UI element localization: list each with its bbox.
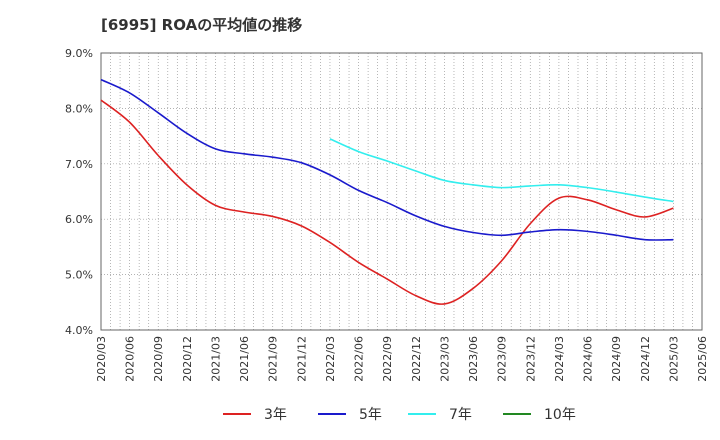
x-tick-label: 2020/06: [124, 336, 137, 382]
y-tick-label: 5.0%: [65, 269, 93, 282]
x-tick-label: 2023/09: [496, 336, 509, 382]
series-line-0: [100, 99, 674, 305]
x-tick-label: 2021/09: [267, 336, 280, 382]
y-tick-label: 8.0%: [65, 102, 93, 115]
x-tick-label: 2020/09: [152, 336, 165, 382]
plot-frame: [100, 52, 703, 331]
x-tick-label: 2021/03: [209, 336, 222, 382]
x-tick-label: 2025/06: [696, 336, 709, 382]
legend-label-0: 3年: [264, 407, 287, 423]
legend-label-2: 7年: [449, 407, 472, 423]
x-tick-label: 2020/03: [95, 336, 108, 382]
x-tick-label: 2023/12: [524, 336, 537, 382]
y-tick-label: 7.0%: [65, 158, 93, 171]
x-tick-label: 2021/12: [295, 336, 308, 382]
series-line-1: [100, 78, 674, 241]
y-tick-label: 9.0%: [65, 47, 93, 60]
x-tick-label: 2024/06: [582, 336, 595, 382]
chart-title: [6995] ROAの平均値の推移: [101, 16, 303, 34]
x-tick-label: 2022/09: [381, 336, 394, 382]
x-tick-label: 2022/12: [410, 336, 423, 382]
x-tick-label: 2024/09: [610, 336, 623, 382]
x-tick-label: 2021/06: [238, 336, 251, 382]
x-tick-label: 2023/03: [438, 336, 451, 382]
plot-area: [101, 53, 702, 330]
x-tick-label: 2022/06: [353, 336, 366, 382]
series-line-2: [329, 138, 674, 203]
x-tick-label: 2024/12: [639, 336, 652, 382]
y-tick-label: 6.0%: [65, 213, 93, 226]
x-tick-label: 2025/03: [667, 336, 680, 382]
y-tick-label: 4.0%: [65, 324, 93, 337]
legend-label-1: 5年: [359, 407, 382, 423]
x-tick-label: 2024/03: [553, 336, 566, 382]
legend-label-3: 10年: [544, 407, 576, 423]
x-tick-label: 2023/06: [467, 336, 480, 382]
x-tick-label: 2022/03: [324, 336, 337, 382]
x-tick-label: 2020/12: [181, 336, 194, 382]
